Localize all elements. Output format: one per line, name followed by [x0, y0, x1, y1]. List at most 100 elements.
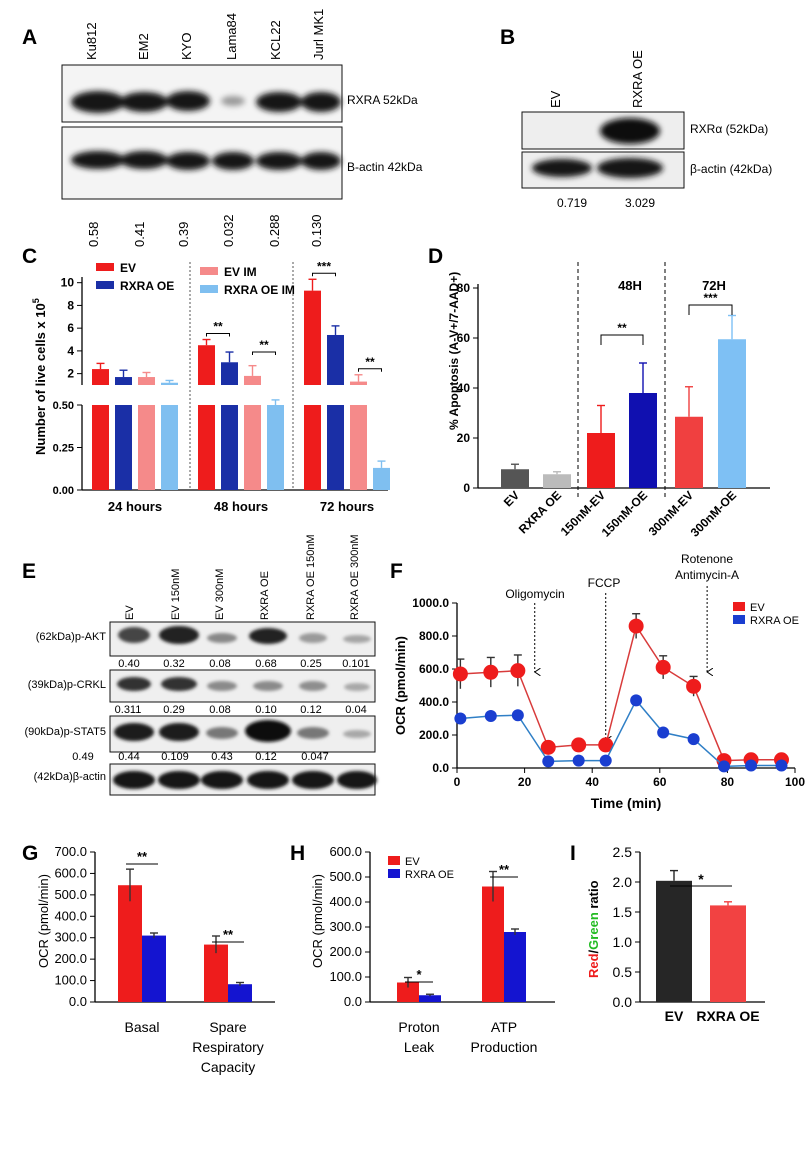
panel-f-annotation: Antimycin-A — [675, 568, 739, 582]
panel-c-bar — [115, 377, 132, 385]
panel-c-bar — [327, 334, 344, 385]
panel-d-significance — [600, 334, 644, 345]
panel-f-point — [452, 666, 468, 682]
panel-d-tick-label: 40 — [457, 381, 471, 395]
panel-f-legend-label: RXRA OE — [750, 615, 799, 627]
panel-f-series-line — [460, 698, 782, 768]
panel-f-point — [630, 694, 643, 707]
panel-c-bar — [198, 345, 215, 385]
panel-letter-a: A — [22, 26, 37, 49]
panel-h-tick-label: 300.0 — [329, 919, 362, 934]
panel-c-bar — [350, 405, 367, 490]
panel-f-point — [655, 659, 671, 675]
panel-i-y-label-part: Green — [586, 912, 601, 950]
panel-f-point — [511, 709, 524, 722]
panel-e-quant: 0.43 — [211, 751, 232, 763]
panel-f-point — [745, 759, 758, 772]
panel-c-tick-label: 2 — [67, 367, 74, 381]
panel-f-tick-label: 600.0 — [419, 662, 449, 676]
panel-c-bar — [161, 405, 178, 490]
panel-c-bar — [244, 375, 261, 385]
panel-g-tick-label: 0.0 — [69, 994, 87, 1009]
panel-d-bar — [675, 416, 703, 488]
panel-f-point — [484, 710, 497, 723]
panel-i-tick-label: 2.0 — [613, 874, 633, 890]
panel-i-tick-label: 1.0 — [613, 934, 633, 950]
panel-c-bar — [138, 405, 155, 490]
panel-i-significance-label: * — [698, 871, 704, 887]
panel-g-significance-label: ** — [223, 927, 234, 942]
panel-d-bar — [718, 339, 746, 488]
panel-letter-e: E — [22, 560, 36, 583]
panel-h-legend-swatch — [388, 869, 400, 878]
panel-c-legend-swatch — [96, 281, 114, 289]
panel-b-blot-label: β-actin (42kDa) — [690, 162, 772, 176]
panel-i-tick-label: 2.5 — [613, 844, 633, 860]
panel-d-y-label: % Apoptosis (A-V+/7-AAD+) — [447, 272, 461, 430]
panel-a-quant: 0.288 — [267, 214, 282, 247]
panel-h-category-label: Proton — [398, 1019, 439, 1035]
panel-h-tick-label: 600.0 — [329, 844, 362, 859]
panel-e-quant: 0.12 — [255, 751, 276, 763]
panel-e-blot-label: (39kDa)p-CRKL — [28, 679, 106, 691]
panel-e-quant: 0.109 — [161, 751, 189, 763]
panel-f-annotation: FCCP — [588, 576, 621, 590]
panel-e-lane-label: RXRA OE 300nM — [349, 534, 361, 620]
panel-c-y-label-sup: 5 — [31, 298, 41, 303]
panel-e-blot: EV EV 150nM EV 300nM RXRA OE RXRA OE 150… — [24, 534, 377, 796]
panel-c-tick-label: 4 — [67, 344, 74, 358]
panel-h-legend-swatch — [388, 856, 400, 865]
panel-e-quant: 0.44 — [118, 751, 139, 763]
panel-b-quant: 0.719 — [557, 196, 587, 210]
panel-e-quant: 0.10 — [255, 704, 276, 716]
panel-letter-c: C — [22, 245, 37, 268]
panel-f-tick-label: 0 — [454, 775, 461, 789]
panel-letter-b: B — [500, 26, 515, 49]
panel-e-quant: 0.12 — [300, 704, 321, 716]
panel-h-legend-label: RXRA OE — [405, 869, 454, 881]
panel-c-significance-label: *** — [317, 259, 331, 273]
panel-g-category-label: Basal — [124, 1019, 159, 1035]
panel-f-point — [483, 664, 499, 680]
panel-e-lane-label: EV 150nM — [170, 569, 182, 620]
panel-h-bar — [419, 995, 441, 1002]
panel-f-legend-label: EV — [750, 602, 765, 614]
panel-d-bar — [501, 469, 529, 488]
panel-e-quant: 0.25 — [300, 658, 321, 670]
panel-g-tick-label: 200.0 — [54, 951, 87, 966]
panel-b-quant: 3.029 — [625, 196, 655, 210]
panel-c-tick-label: 0.50 — [53, 400, 74, 412]
panel-c-tick-label: 6 — [67, 321, 74, 335]
panel-f-point — [540, 739, 556, 755]
panel-c-bar — [92, 369, 109, 385]
panel-c-significance — [358, 368, 382, 372]
panel-c-bar — [138, 377, 155, 385]
panel-f-annotation: Oligomycin — [505, 587, 564, 601]
panel-c-significance — [312, 272, 336, 277]
panel-d-significance-label: *** — [703, 291, 717, 305]
panel-e-lane-label: EV — [124, 605, 136, 620]
panel-e-lane-label: EV 300nM — [214, 569, 226, 620]
panel-b-blot: EV RXRA OE RXRα (52kDa) β-actin (42kDa) … — [521, 50, 772, 210]
panel-g-bar — [142, 935, 166, 1002]
panel-letter-i: I — [570, 842, 576, 865]
panel-f-tick-label: 0.0 — [432, 761, 449, 775]
panel-e-quant: 0.32 — [163, 658, 184, 670]
panel-letter-f: F — [390, 560, 403, 583]
panel-c-tick-label: 10 — [61, 276, 75, 290]
panel-f-point — [572, 754, 585, 767]
panel-e-lane-label: RXRA OE 150nM — [305, 534, 317, 620]
panel-f-tick-label: 800.0 — [419, 629, 449, 643]
panel-h-bar — [504, 932, 526, 1002]
panel-letter-h: H — [290, 842, 305, 865]
panel-c-significance — [206, 333, 230, 337]
panel-a-lane-label: Lama84 — [224, 13, 239, 60]
panel-f-annotation: Rotenone — [681, 552, 733, 566]
panel-c-bar — [198, 405, 215, 490]
panel-c-tick-label: 8 — [67, 298, 74, 312]
panel-a-quant: 0.130 — [309, 214, 324, 247]
panel-c-legend-swatch — [200, 285, 218, 293]
panel-c-bar — [373, 467, 390, 490]
panel-c-y-label: Number of live cells x 105 — [31, 298, 48, 455]
panel-g-tick-label: 400.0 — [54, 908, 87, 923]
